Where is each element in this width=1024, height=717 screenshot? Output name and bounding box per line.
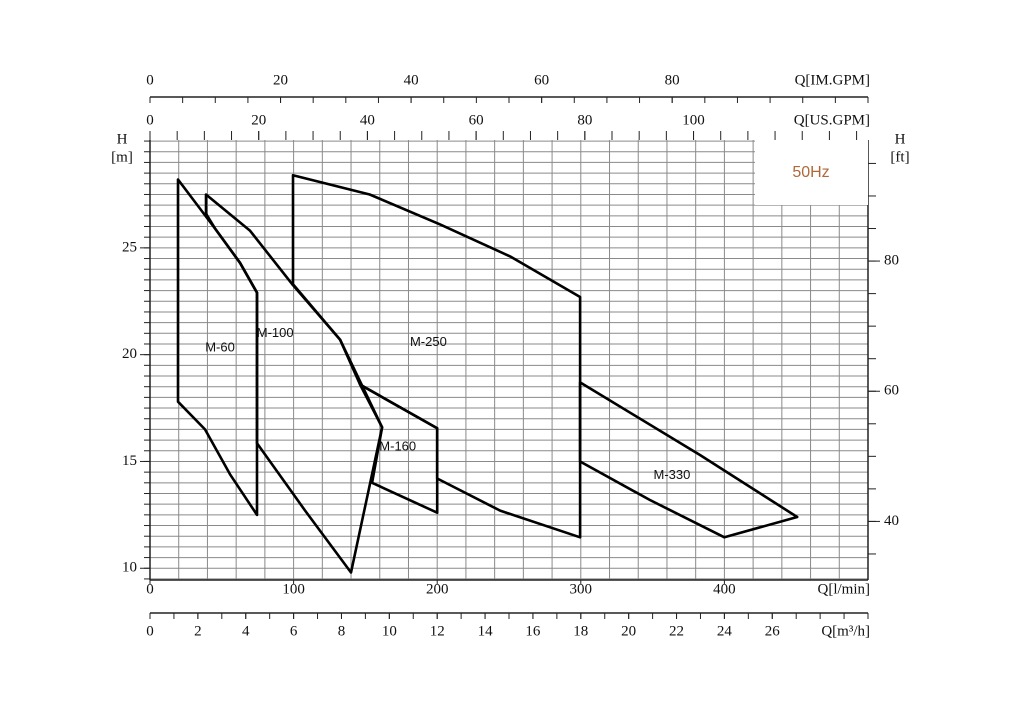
x-axis-label: Q[IM.GPM]: [795, 72, 870, 88]
x-tick-label: 4: [242, 623, 250, 639]
y2-tick-label: 40: [884, 513, 899, 529]
x-tick-label: 26: [765, 623, 781, 639]
y-axis-label: H: [117, 131, 128, 147]
x-tick-label: 18: [573, 623, 588, 639]
region-label: M-250: [410, 334, 447, 349]
x-tick-label: 14: [478, 623, 494, 639]
x-tick-label: 8: [338, 623, 346, 639]
x-tick-label: 20: [621, 623, 636, 639]
x-tick-label: 300: [570, 581, 593, 597]
note-box: [755, 140, 868, 205]
note: 50Hz: [792, 164, 829, 181]
x-tick-label: 20: [251, 112, 266, 128]
pump-region: [578, 381, 799, 539]
x-tick-label: 20: [273, 72, 288, 88]
y-tick-label: 20: [122, 346, 137, 362]
x-tick-label: 24: [717, 623, 733, 639]
x-tick-label: 80: [577, 112, 592, 128]
y-tick-label: 10: [122, 560, 137, 576]
y2-axis-label: [ft]: [890, 149, 909, 165]
x-tick-label: 40: [404, 72, 419, 88]
x-tick-label: 0: [146, 623, 154, 639]
x-tick-label: 0: [146, 72, 154, 88]
region-label: M-160: [379, 439, 416, 454]
region-label: M-100: [257, 325, 294, 340]
x-tick-label: 100: [682, 112, 705, 128]
x-tick-label: 6: [290, 623, 298, 639]
y2-tick-label: 60: [884, 383, 899, 399]
y-axis-label: [m]: [111, 149, 133, 165]
region-label: M-330: [653, 467, 690, 482]
x-tick-label: 10: [382, 623, 397, 639]
x-tick-label: 0: [146, 112, 154, 128]
x-tick-label: 12: [430, 623, 445, 639]
x-tick-label: 80: [665, 72, 680, 88]
x-tick-label: 16: [525, 623, 541, 639]
y2-tick-label: 80: [884, 253, 899, 269]
x-axis-label: Q[m³/h]: [821, 623, 870, 639]
x-tick-label: 40: [360, 112, 375, 128]
y-tick-label: 15: [122, 453, 137, 469]
x-axis-label: Q[l/min]: [818, 581, 871, 597]
x-tick-label: 100: [282, 581, 305, 597]
y2-axis-label: H: [895, 131, 906, 147]
y-tick-label: 25: [122, 239, 137, 255]
x-tick-label: 200: [426, 581, 449, 597]
x-tick-label: 60: [534, 72, 549, 88]
x-tick-label: 0: [146, 581, 154, 597]
x-tick-label: 60: [469, 112, 484, 128]
pump-region: [291, 173, 582, 539]
region-label: M-60: [205, 339, 235, 354]
x-tick-label: 22: [669, 623, 684, 639]
x-tick-label: 2: [194, 623, 202, 639]
pump-region: [358, 383, 439, 514]
x-axis-label: Q[US.GPM]: [794, 112, 870, 128]
x-tick-label: 400: [713, 581, 736, 597]
